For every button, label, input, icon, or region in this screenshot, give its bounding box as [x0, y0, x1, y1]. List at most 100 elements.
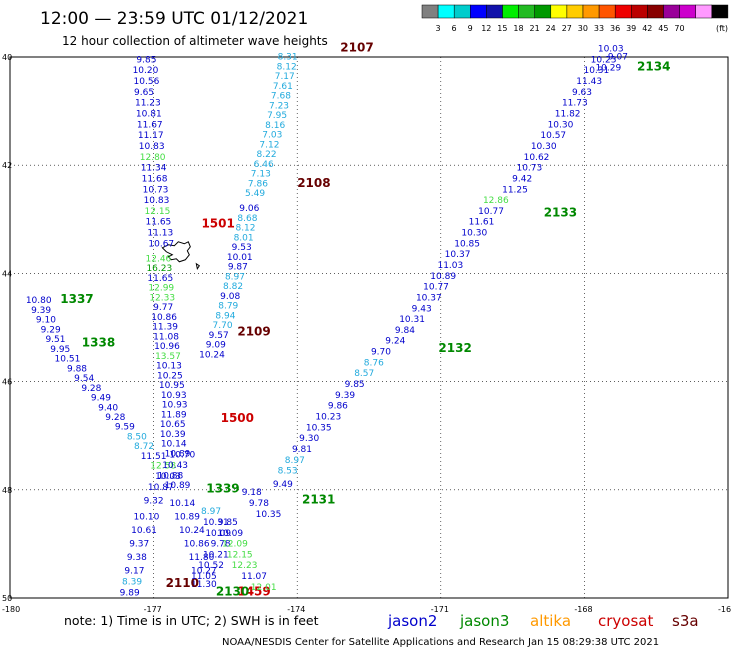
wave-height-value: 10.14 — [161, 440, 187, 450]
color-scale-label: 33 — [594, 24, 604, 33]
wave-height-value: 10.89 — [165, 449, 191, 459]
wave-height-value: 11.03 — [437, 261, 463, 271]
wave-height-value: 9.39 — [335, 391, 355, 401]
track-2134: 10.299.07 2134 — [595, 53, 670, 74]
wave-height-value: 11.13 — [147, 229, 173, 239]
wave-height-value: 8.97 — [201, 507, 221, 517]
wave-height-value: 7.12 — [259, 140, 279, 150]
lon-tick-label: -171 — [431, 605, 449, 614]
color-scale-label: 24 — [546, 24, 556, 33]
pass-time-label: 1501 — [201, 216, 234, 230]
wave-height-value: 9.49 — [91, 394, 111, 404]
wave-height-value: 10.14 — [169, 499, 195, 509]
pass-time-label: 2110 — [166, 576, 199, 590]
wave-height-value: 11.68 — [142, 174, 168, 184]
wave-height-value: 10.57 — [540, 131, 566, 141]
axis-ticks: -180 -177 -174 -171 -168 -16 40 42 44 46 48 50 — [2, 53, 731, 614]
wave-height-value: 7.23 — [269, 101, 289, 111]
wave-height-value: 9.84 — [395, 326, 415, 336]
lon-tick-label: -168 — [574, 605, 592, 614]
wave-height-value: 9.85 — [136, 55, 156, 65]
wave-height-value: 10.93 — [162, 401, 188, 411]
wave-height-value: 9.10 — [36, 316, 56, 326]
wave-height-value: 11.39 — [152, 323, 178, 333]
wave-height-value: 11.30 — [191, 580, 217, 590]
lat-tick-label: 50 — [2, 594, 12, 603]
wave-height-value: 10.31 — [583, 66, 609, 76]
color-swatch — [470, 4, 487, 19]
wave-height-value: 10.31 — [399, 315, 425, 325]
wave-height-value: 10.13 — [156, 362, 182, 372]
wave-height-value: 9.07 — [608, 53, 628, 63]
wave-height-value: 8.57 — [354, 369, 374, 379]
wave-height-value: 10.09 — [205, 529, 231, 539]
wave-height-value: 10.93 — [161, 391, 187, 401]
wave-height-value: 9.85 — [345, 380, 365, 390]
color-swatch — [679, 4, 696, 19]
wave-height-value: 10.51 — [55, 355, 81, 365]
altimeter-tracks: 8.318.127.177.617.687.237.958.167.037.12… — [26, 41, 671, 599]
wave-height-value: 10.89 — [174, 513, 200, 523]
wave-height-value: 7.61 — [273, 82, 293, 92]
wave-height-value: 10.52 — [198, 561, 224, 571]
wave-height-value: 9.78 — [211, 540, 231, 550]
wave-height-value: 10.86 — [151, 313, 177, 323]
legend-jason3: jason3 — [459, 612, 509, 630]
wave-height-value: 8.39 — [122, 577, 142, 587]
wave-height-value: 10.23 — [591, 55, 617, 65]
color-swatch — [598, 4, 616, 19]
island-coastline — [161, 241, 191, 263]
wave-height-value: 9.59 — [115, 423, 135, 433]
wave-height-value: 10.25 — [157, 371, 183, 381]
wave-height-value: 9.70 — [371, 348, 391, 358]
wave-height-value: 10.24 — [179, 526, 205, 536]
wave-height-value: 16.23 — [146, 264, 172, 274]
color-scale-label: 70 — [674, 24, 684, 33]
wave-height-value: 13.57 — [155, 352, 181, 362]
color-swatch — [566, 4, 584, 19]
wave-height-value: 12.15 — [145, 207, 171, 217]
color-swatch — [631, 4, 648, 19]
wave-height-value: 10.61 — [131, 526, 157, 536]
wave-height-value: 10.03 — [155, 472, 181, 482]
wave-height-value: 8.31 — [278, 53, 298, 63]
lat-tick-label: 48 — [2, 486, 12, 495]
wave-height-value: 10.67 — [148, 239, 174, 249]
wave-height-value: 10.37 — [416, 293, 442, 303]
wave-height-value: 10.24 — [199, 350, 225, 360]
wave-height-value: 12.33 — [149, 293, 175, 303]
wave-height-value: 10.87 — [148, 483, 174, 493]
wave-height-value: 10.83 — [139, 142, 165, 152]
color-swatch — [711, 4, 729, 19]
wave-height-value: 10.35 — [306, 423, 332, 433]
wave-height-value: 8.01 — [234, 233, 254, 243]
color-scale-label: 36 — [610, 24, 620, 33]
map-frame — [9, 56, 729, 599]
wave-height-value: 12.46 — [146, 254, 172, 264]
track-2133: 11.259.4210.7310.6210.3010.5710.3011.821… — [502, 45, 623, 220]
pass-time-label: 2131 — [302, 492, 335, 506]
color-scale-unit: (ft) — [716, 24, 728, 33]
color-swatch — [518, 4, 535, 19]
pass-time-label: 2130 — [216, 584, 249, 598]
wave-height-value: 10.86 — [184, 540, 210, 550]
wave-height-value: 8.79 — [218, 302, 238, 312]
wave-height-value: 12.80 — [140, 153, 166, 163]
wave-height-value: 11.23 — [135, 99, 161, 109]
wave-height-value: 9.28 — [105, 413, 125, 423]
wave-height-value: 7.70 — [213, 321, 233, 331]
wave-height-value: 9.86 — [328, 402, 348, 412]
wave-height-value: 8.12 — [235, 224, 255, 234]
pass-time-label: 2132 — [438, 341, 471, 355]
wave-height-value: 10.31 — [203, 518, 229, 528]
wave-height-value: 10.89 — [165, 481, 191, 491]
pass-time-label: 2134 — [637, 60, 670, 74]
lat-tick-label: 46 — [2, 378, 12, 387]
wave-height-value: 10.37 — [445, 250, 471, 260]
wave-height-value: 7.17 — [275, 72, 295, 82]
